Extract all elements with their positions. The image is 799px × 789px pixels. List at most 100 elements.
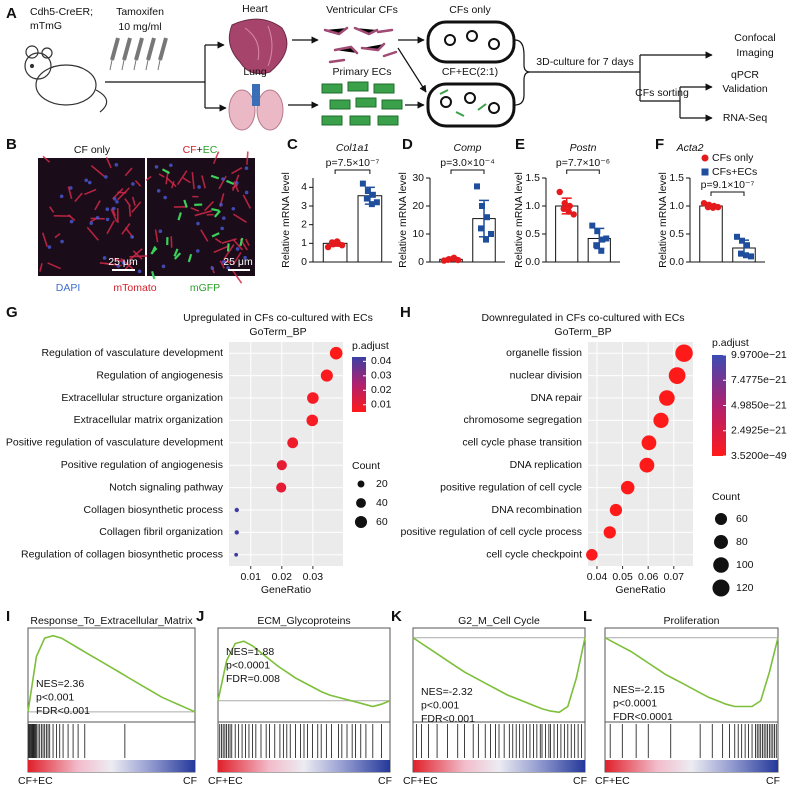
category-label: Extracellular structure organization xyxy=(61,392,223,404)
cell-process xyxy=(232,252,242,265)
data-point xyxy=(589,222,596,229)
title-part: EC xyxy=(203,144,218,156)
enrichment-curve xyxy=(27,634,196,713)
panel-letter: K xyxy=(391,608,402,625)
cell-process xyxy=(121,222,131,235)
data-point xyxy=(324,243,332,251)
nucleus xyxy=(154,165,159,169)
nucleus xyxy=(121,260,126,265)
ec-cell xyxy=(173,248,179,257)
data-point xyxy=(338,242,346,249)
p-value: p=3.0×10⁻⁴ xyxy=(440,157,494,169)
nucleus xyxy=(87,180,92,185)
nucleus xyxy=(219,202,223,207)
data-point xyxy=(744,242,750,249)
cell-process xyxy=(84,188,97,196)
category-label: Regulation of collagen biosynthetic proc… xyxy=(21,549,223,561)
category-label: Positive regulation of angiogenesis xyxy=(61,459,223,471)
chart-title: Comp xyxy=(453,142,481,154)
y-tick-label: 4 xyxy=(301,181,307,193)
group-label: CF+EC xyxy=(208,775,243,787)
category-label: positive regulation of cell cycle xyxy=(440,481,582,493)
group-label: CF xyxy=(378,775,392,787)
size-key xyxy=(357,480,365,488)
nucleus xyxy=(115,200,119,204)
rank-heatmap xyxy=(413,760,585,772)
colorbar-label: 0.03 xyxy=(371,370,392,382)
statistic: FDR<0.001 xyxy=(36,705,90,717)
nucleus xyxy=(131,182,135,186)
cell-process xyxy=(86,226,99,241)
ec-cell xyxy=(211,207,220,212)
data-point xyxy=(556,188,563,196)
nucleus xyxy=(244,190,249,195)
colorbar-label: 2.4925e−21 xyxy=(731,425,787,437)
tamoxifen-label: Tamoxifen xyxy=(116,6,164,18)
data-point xyxy=(369,191,376,198)
colorbar xyxy=(352,357,366,412)
cell-process xyxy=(120,257,134,270)
cell-process xyxy=(129,255,147,258)
panel-b: B CF only CF+EC 25 μm 25 μm DAPI mTomato… xyxy=(6,136,255,294)
group-label: CF+EC xyxy=(403,775,438,787)
y-tick-label: 2 xyxy=(301,218,307,230)
category-label: Collagen fibril organization xyxy=(99,526,223,538)
nucleus xyxy=(114,163,119,167)
nucleus xyxy=(95,215,100,220)
lung-icon xyxy=(228,84,284,131)
nucleus xyxy=(163,195,167,200)
nucleus xyxy=(84,178,89,183)
ec-cell xyxy=(213,210,221,218)
data-point xyxy=(373,199,380,206)
dot xyxy=(659,390,675,406)
cell-process xyxy=(218,175,227,190)
statistic: NES=1.88 xyxy=(226,646,274,658)
cell-process xyxy=(213,245,230,254)
cell-process xyxy=(129,248,143,261)
cell-process xyxy=(246,151,249,165)
ec-cell xyxy=(177,212,182,221)
channel-label: DAPI xyxy=(56,282,81,294)
dot xyxy=(620,480,635,495)
cell-process xyxy=(39,263,43,272)
dot xyxy=(329,346,343,360)
dot xyxy=(234,552,239,557)
statistic: FDR=0.008 xyxy=(226,673,280,685)
y-axis-label: Relative mRNA level xyxy=(397,172,409,268)
nucleus xyxy=(102,256,107,260)
ec-cell xyxy=(187,253,193,263)
category-label: Positive regulation of vasculature devel… xyxy=(6,437,223,449)
p-value: p=7.5×10⁻⁷ xyxy=(326,157,380,169)
legend-title: Count xyxy=(712,491,740,503)
dot xyxy=(234,530,239,535)
cell-process xyxy=(212,151,220,165)
data-point xyxy=(474,183,480,190)
enrichment-curve xyxy=(604,636,779,708)
micrograph-cells xyxy=(39,151,252,284)
nucleus xyxy=(130,235,134,239)
panel-letter: C xyxy=(287,136,298,153)
nucleus xyxy=(222,216,226,220)
legend-marker xyxy=(701,168,709,176)
size-key xyxy=(712,579,730,597)
dot xyxy=(609,503,623,517)
cell-process xyxy=(242,194,252,209)
y-tick-label: 0.5 xyxy=(525,228,540,240)
size-label: 20 xyxy=(376,478,388,490)
colorbar-label: 4.9850e−21 xyxy=(731,399,787,411)
category-label: Regulation of angiogenesis xyxy=(96,369,223,381)
size-label: 40 xyxy=(376,497,388,509)
nucleus xyxy=(111,206,116,211)
data-point xyxy=(739,237,745,244)
cell-process xyxy=(231,183,239,190)
category-label: DNA recombination xyxy=(492,504,583,516)
cell-process xyxy=(106,220,115,235)
data-point xyxy=(363,195,370,202)
y-tick-label: 20 xyxy=(412,200,424,212)
dot xyxy=(287,437,299,449)
statistic: p<0.0001 xyxy=(226,659,270,671)
panel-letter: A xyxy=(6,5,17,22)
y-tick-label: 0 xyxy=(301,256,307,268)
cell-process xyxy=(94,200,101,211)
